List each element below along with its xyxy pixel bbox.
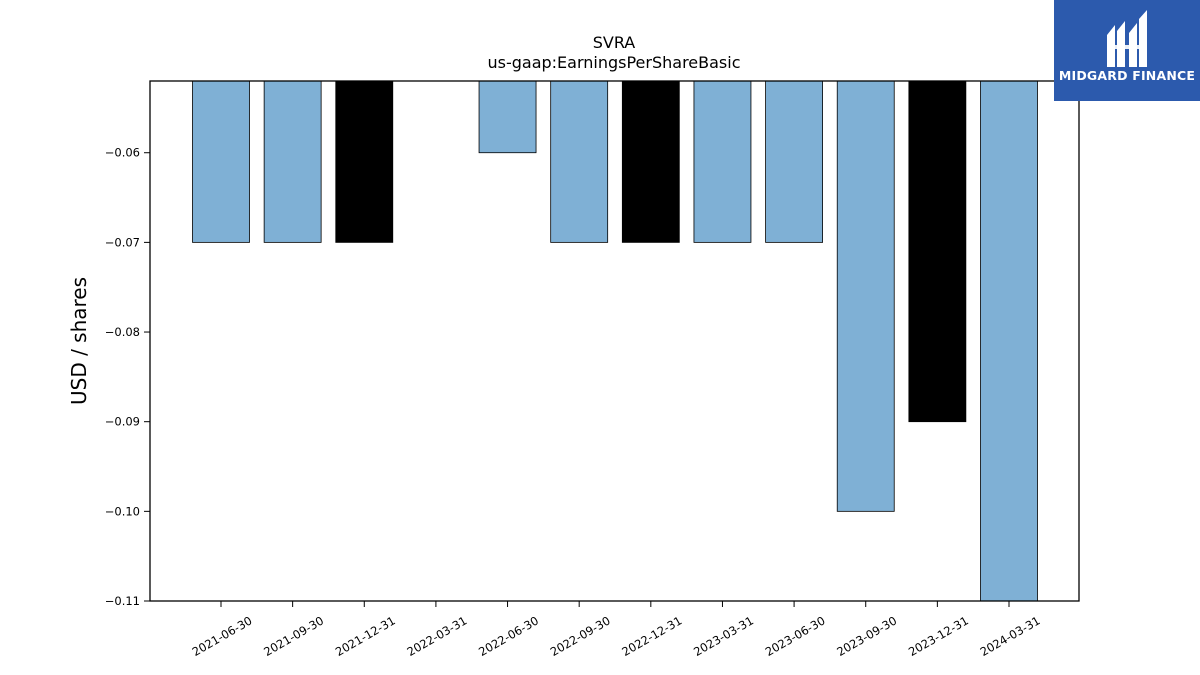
y-tick-label: −0.08 [105, 325, 140, 339]
bar-2021-06-30 [192, 80, 250, 243]
bar-2024-03-31 [980, 80, 1038, 602]
y-axis-label: USD / shares [67, 277, 91, 405]
bar-2021-09-30 [263, 80, 322, 243]
x-tick-label: 2023-09-30 [834, 613, 899, 659]
logo-text: MIDGARD FINANCE [1058, 68, 1196, 83]
bar-2023-06-30 [765, 80, 823, 243]
y-tick-label: −0.10 [105, 504, 140, 518]
x-tick-label: 2021-06-30 [190, 613, 255, 659]
y-tick-label: −0.09 [105, 415, 140, 429]
x-tick-label: 2022-03-31 [405, 613, 470, 659]
bar-2022-06-30 [478, 80, 537, 154]
bar-2021-12-31 [335, 80, 394, 243]
bars [192, 80, 1038, 602]
x-tick-label: 2022-09-30 [548, 613, 613, 659]
chart-title: SVRA [593, 33, 636, 52]
y-axis-ticks: −0.06 −0.07 −0.08 −0.09 −0.10 −0.11 [105, 146, 150, 608]
plot-frame [149, 80, 1080, 602]
bar-2022-12-31 [621, 80, 680, 243]
logo-badge [1054, 0, 1200, 101]
y-tick-label: −0.07 [105, 235, 140, 249]
x-tick-label: 2021-12-31 [333, 613, 398, 659]
chart-subtitle: us-gaap:EarningsPerShareBasic [487, 53, 740, 72]
x-tick-label: 2023-06-30 [763, 613, 828, 659]
midgard-logo-icon [1107, 10, 1147, 67]
bar-2023-09-30 [836, 80, 895, 512]
x-tick-label: 2023-03-31 [691, 613, 756, 659]
x-tick-label: 2022-12-31 [619, 613, 684, 659]
x-tick-label: 2021-09-30 [261, 613, 326, 659]
bar-2023-12-31 [908, 80, 967, 423]
y-tick-label: −0.06 [105, 146, 140, 160]
x-axis-ticks: 2021-06-30 2021-09-30 2021-12-31 2022-03-31… [190, 601, 1043, 659]
bar-2022-09-30 [550, 80, 609, 243]
y-tick-label: −0.11 [105, 594, 140, 608]
x-tick-label: 2023-12-31 [906, 613, 971, 659]
x-tick-label: 2024-03-31 [978, 613, 1043, 659]
x-tick-label: 2022-06-30 [476, 613, 541, 659]
bar-2023-03-31 [693, 80, 752, 243]
